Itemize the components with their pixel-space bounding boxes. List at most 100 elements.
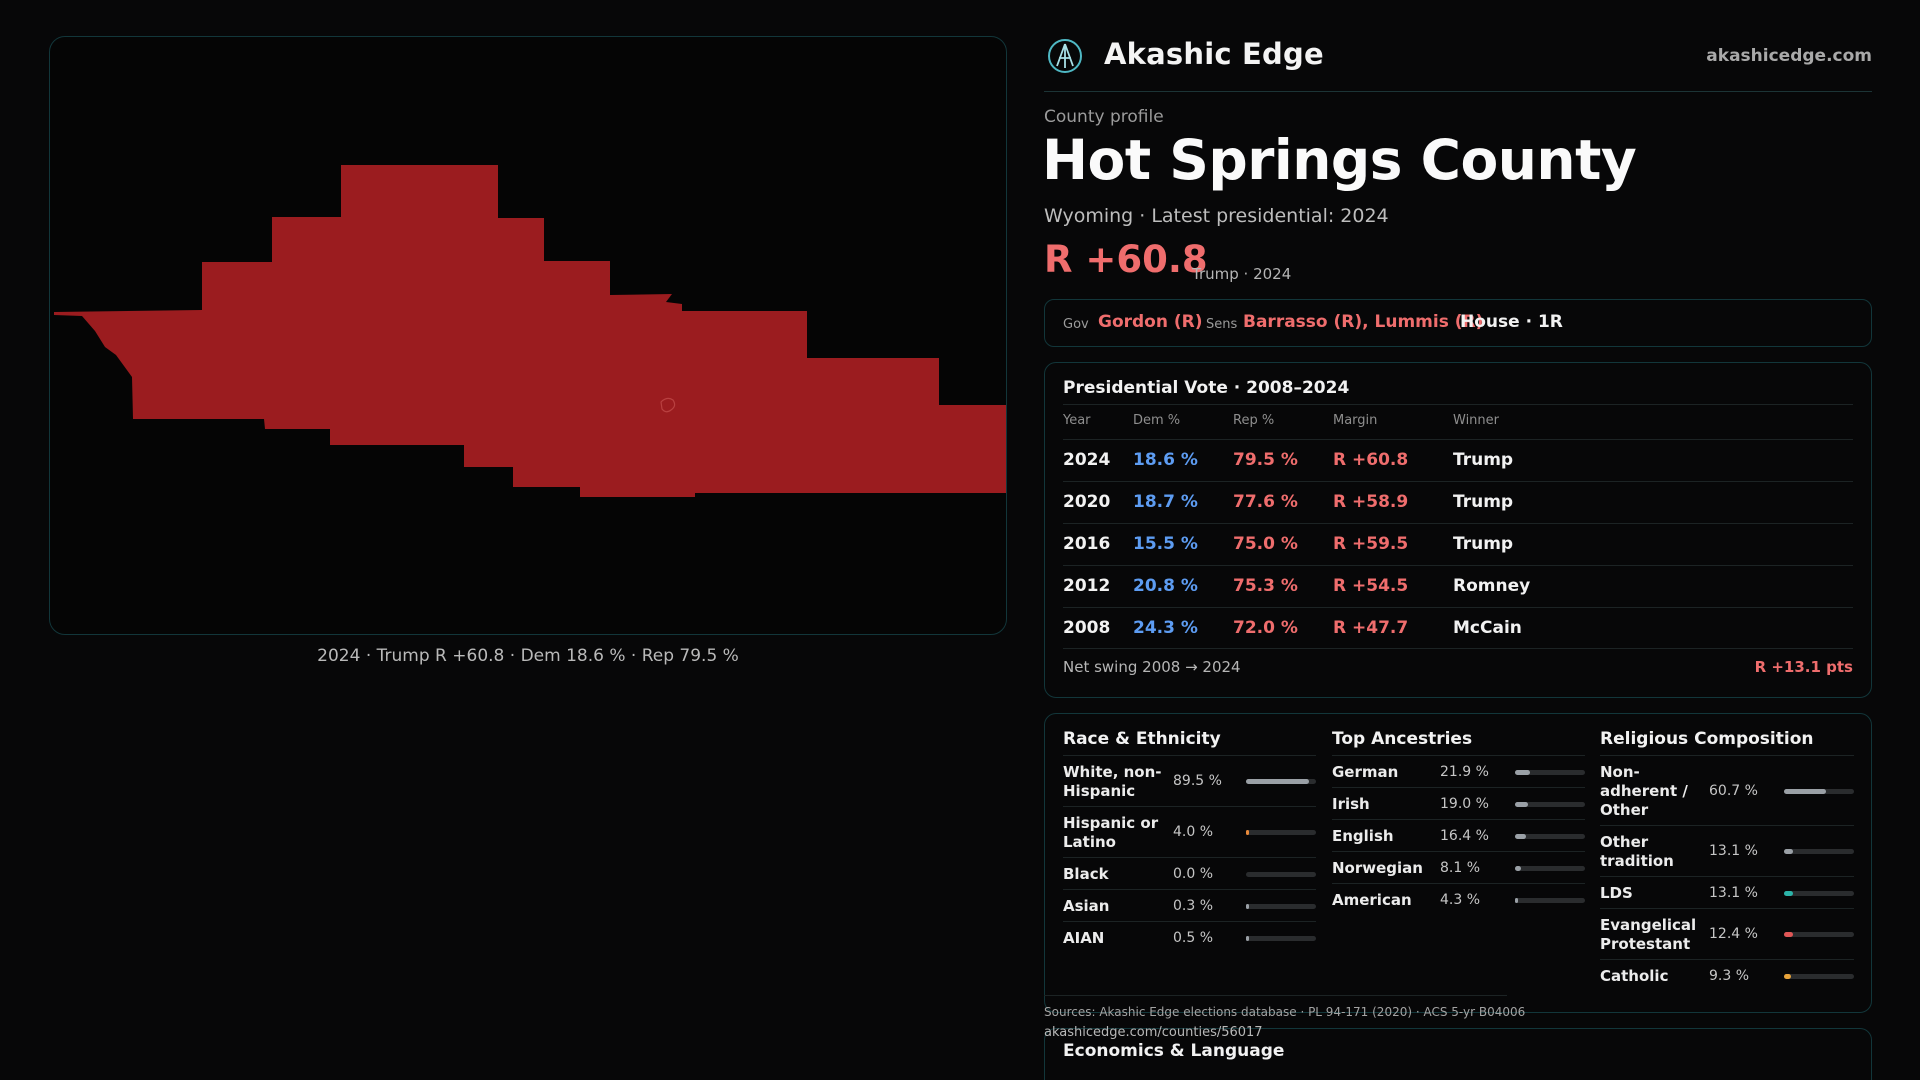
list-item-bar [1784, 932, 1854, 937]
col-header-margin: Margin [1333, 413, 1378, 428]
list-item-bar-fill [1784, 890, 1794, 896]
net-swing-value: R +13.1 pts [1754, 658, 1853, 676]
list-item: Irish 19.0 % [1332, 787, 1585, 819]
list-item-bar-fill [1784, 973, 1791, 979]
row-dem: 24.3 % [1133, 618, 1198, 638]
list-item: Other tradition 13.1 % [1600, 825, 1854, 876]
table-row: 2008 24.3 % 72.0 % R +47.7 McCain [1063, 607, 1853, 649]
list-item: German 21.9 % [1332, 755, 1585, 787]
row-year: 2024 [1063, 450, 1111, 470]
row-winner: McCain [1453, 618, 1522, 638]
profile-subtitle: Wyoming · Latest presidential: 2024 [1044, 205, 1389, 227]
list-item-bar-fill [1246, 779, 1309, 784]
page-title: Hot Springs County [1042, 128, 1637, 192]
list-item-label: Norwegian [1332, 858, 1423, 877]
table-row: 2016 15.5 % 75.0 % R +59.5 Trump [1063, 523, 1853, 565]
list-item-label: Catholic [1600, 966, 1669, 985]
list-item-bar-fill [1515, 833, 1527, 839]
row-rep: 75.0 % [1233, 534, 1298, 554]
list-item-bar-fill [1515, 801, 1529, 807]
ancestry-title: Top Ancestries [1332, 729, 1473, 749]
list-item-percent: 60.7 % [1709, 782, 1758, 799]
brand-name: Akashic Edge [1104, 37, 1324, 71]
list-item-label: Hispanic or Latino [1063, 813, 1159, 851]
row-dem: 15.5 % [1133, 534, 1198, 554]
list-item-bar-fill [1784, 932, 1793, 937]
list-item-bar [1515, 865, 1585, 871]
list-item-percent: 4.0 % [1173, 824, 1214, 840]
sources-url-link[interactable]: akashicedge.com/counties/56017 [1044, 1025, 1263, 1040]
list-item-percent: 0.0 % [1173, 865, 1214, 882]
race-title: Race & Ethnicity [1063, 729, 1221, 749]
list-item-percent: 13.1 % [1709, 884, 1758, 901]
sens-label: Sens [1206, 317, 1238, 332]
list-item: Catholic 9.3 % [1600, 959, 1854, 991]
vote-card-title: Presidential Vote · 2008–2024 [1063, 378, 1350, 398]
list-item-percent: 16.4 % [1440, 827, 1489, 844]
list-item: AIAN 0.5 % [1063, 921, 1316, 953]
row-rep: 79.5 % [1233, 450, 1298, 470]
list-item-label: LDS [1600, 883, 1633, 902]
religion-title: Religious Composition [1600, 729, 1814, 749]
row-margin: R +58.9 [1333, 492, 1409, 512]
officials-bar: Gov Gordon (R) Sens Barrasso (R), Lummis… [1044, 299, 1872, 347]
list-item: Non-adherent / Other 60.7 % [1600, 755, 1854, 825]
row-margin: R +47.7 [1333, 618, 1409, 638]
list-item-label: White, non-Hispanic [1063, 762, 1162, 800]
row-dem: 18.7 % [1133, 492, 1198, 512]
list-item-bar [1246, 871, 1316, 877]
row-year: 2008 [1063, 618, 1111, 638]
table-row: 2024 18.6 % 79.5 % R +60.8 Trump [1063, 439, 1853, 481]
house-value: House · 1R [1460, 312, 1563, 332]
list-item-bar-fill [1246, 935, 1249, 941]
list-item-percent: 21.9 % [1440, 763, 1489, 780]
county-shape[interactable] [54, 165, 1007, 497]
list-item-bar-fill [1784, 788, 1827, 794]
row-winner: Romney [1453, 576, 1531, 596]
list-item: Evangelical Protestant 12.4 % [1600, 908, 1854, 959]
list-item: LDS 13.1 % [1600, 876, 1854, 908]
list-item-label: Non-adherent / Other [1600, 762, 1688, 819]
row-margin: R +54.5 [1333, 576, 1409, 596]
list-item-bar [1515, 897, 1585, 903]
town-outline [660, 397, 676, 413]
profile-eyebrow: County profile [1044, 107, 1164, 127]
row-margin: R +59.5 [1333, 534, 1409, 554]
list-item-label: English [1332, 826, 1394, 845]
brand-header: Akashic Edge akashicedge.com [1044, 36, 1872, 92]
row-rep: 77.6 % [1233, 492, 1298, 512]
list-item-bar [1784, 849, 1854, 854]
list-item-bar [1784, 973, 1854, 979]
col-header-dem: Dem % [1133, 413, 1181, 428]
row-year: 2012 [1063, 576, 1111, 596]
sens-value: Barrasso (R), Lummis (R) [1243, 312, 1484, 332]
col-header-rep: Rep % [1233, 413, 1275, 428]
list-item-bar-fill [1784, 849, 1794, 854]
row-dem: 18.6 % [1133, 450, 1198, 470]
list-item-bar-fill [1515, 897, 1518, 903]
economics-card: Economics & Language [1044, 1028, 1872, 1080]
list-item-percent: 13.1 % [1709, 843, 1758, 859]
county-map[interactable] [49, 36, 1007, 635]
list-item: Hispanic or Latino 4.0 % [1063, 806, 1316, 857]
list-item-percent: 4.3 % [1440, 891, 1481, 908]
list-item-bar [1784, 788, 1854, 794]
list-item-bar-fill [1246, 903, 1249, 909]
row-margin: R +60.8 [1333, 450, 1409, 470]
row-winner: Trump [1453, 450, 1514, 470]
list-item-label: Evangelical Protestant [1600, 915, 1697, 953]
county-shape-map [54, 165, 1007, 497]
sources-note: Sources: Akashic Edge elections database… [1044, 1005, 1526, 1019]
presidential-vote-card: Presidential Vote · 2008–2024 Year Dem %… [1044, 362, 1872, 698]
brand-url-link[interactable]: akashicedge.com [1706, 46, 1872, 66]
row-year: 2016 [1063, 534, 1111, 554]
list-item-label: American [1332, 890, 1412, 909]
list-item-percent: 19.0 % [1440, 795, 1489, 812]
row-year: 2020 [1063, 492, 1111, 512]
gov-value: Gordon (R) [1098, 312, 1203, 332]
row-rep: 72.0 % [1233, 618, 1298, 638]
list-item-label: German [1332, 762, 1399, 781]
col-header-winner: Winner [1453, 413, 1500, 428]
list-item-bar [1515, 801, 1585, 807]
list-item: Asian 0.3 % [1063, 889, 1316, 921]
